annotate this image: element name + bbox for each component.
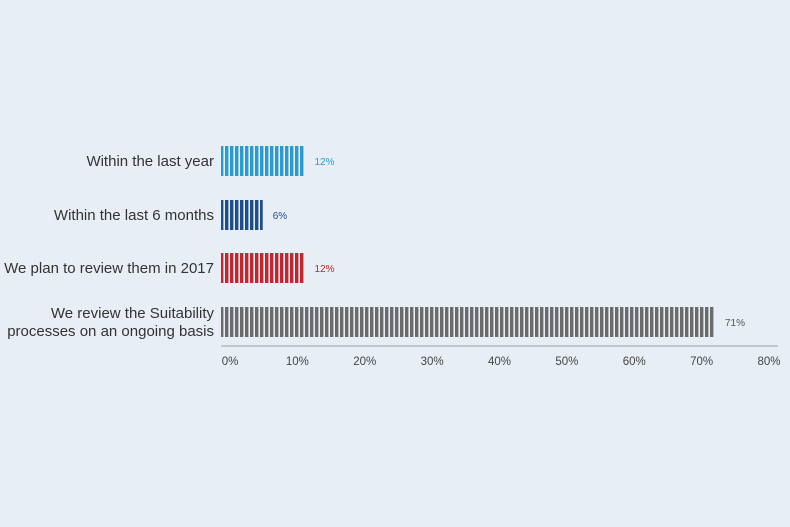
data-label: 6% — [273, 211, 288, 222]
category-label: We plan to review them in 2017 — [4, 260, 214, 277]
x-tick-label: 10% — [286, 356, 309, 368]
category-label: Within the last 6 months — [54, 207, 214, 224]
bars — [221, 146, 715, 337]
x-tick-label: 30% — [421, 356, 444, 368]
bar — [221, 253, 305, 283]
bar — [221, 200, 263, 230]
bar — [221, 307, 715, 337]
category-label: processes on an ongoing basis — [7, 323, 214, 340]
x-tick-label: 40% — [488, 356, 511, 368]
bar — [221, 146, 305, 176]
x-tick-label: 60% — [623, 356, 646, 368]
x-tick-label: 0% — [222, 356, 239, 368]
x-tick-label: 80% — [757, 356, 780, 368]
x-axis-tick-labels: 0% 10% 20% 30% 40% 50% 60% 70% 80% — [222, 356, 781, 368]
x-tick-label: 70% — [690, 356, 713, 368]
category-label: Within the last year — [86, 153, 214, 170]
x-tick-label: 50% — [555, 356, 578, 368]
category-labels: Within the last year Within the last 6 mo… — [4, 153, 214, 340]
value-labels: 12% 6% 12% 71% — [273, 157, 745, 329]
data-label: 12% — [314, 157, 334, 168]
category-label: We review the Suitability — [51, 305, 215, 322]
data-label: 12% — [314, 264, 334, 275]
x-tick-label: 20% — [353, 356, 376, 368]
data-label: 71% — [725, 318, 745, 329]
